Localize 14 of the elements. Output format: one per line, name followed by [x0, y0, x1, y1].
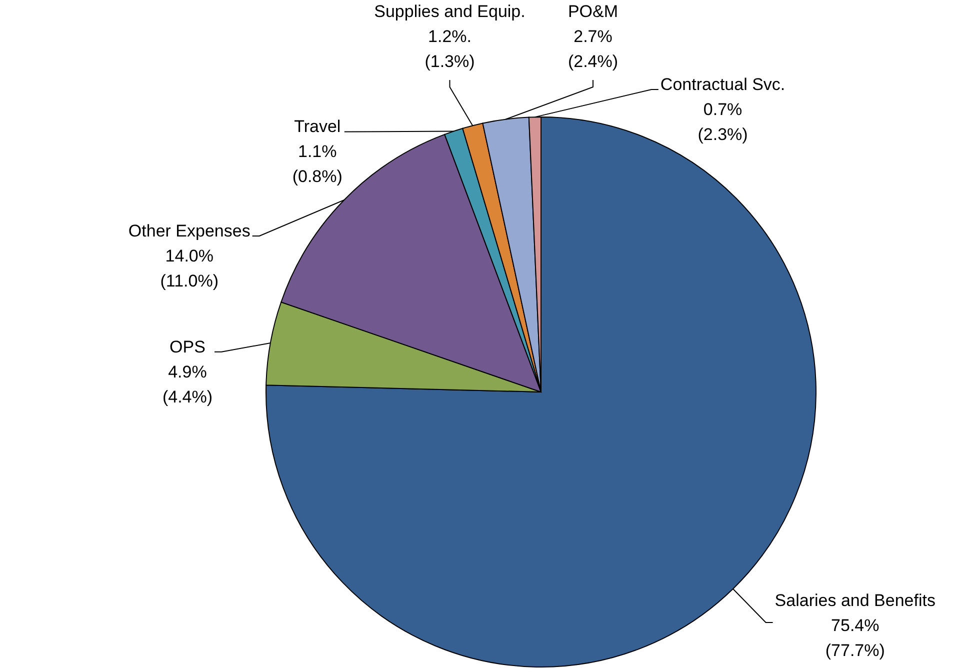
data-label: 1.2%. (1.3%) — [424, 27, 475, 71]
data-label: 1.1% (0.8%) — [292, 142, 342, 186]
data-label: 4.9% (4.4%) — [162, 362, 213, 406]
slice-label: PO&M — [568, 2, 618, 21]
data-label: 0.7% (2.3%) — [698, 100, 748, 144]
slice-label: Other Expenses — [128, 221, 250, 240]
data-label: 14.0% (11.0%) — [160, 246, 219, 290]
slice-label: Salaries and Benefits — [774, 591, 936, 610]
data-label: 75.4% (77.7%) — [825, 616, 885, 660]
slice-label: OPS — [170, 337, 206, 356]
slice-label: Supplies and Equip. — [374, 2, 526, 21]
slice-label: Travel — [294, 117, 341, 136]
data-label: 2.7% (2.4%) — [568, 27, 618, 71]
slice-label: Contractual Svc. — [660, 75, 786, 94]
